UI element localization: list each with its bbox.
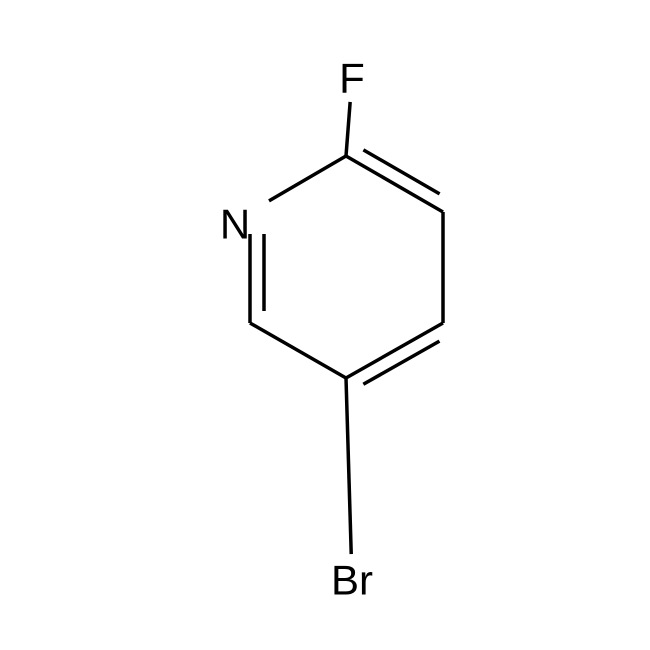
substituent-bond-br bbox=[346, 378, 351, 554]
ring-bond-3 bbox=[346, 323, 443, 378]
atom-label-n: N bbox=[220, 201, 250, 248]
ring-bond-5 bbox=[346, 156, 443, 212]
atom-label-f: F bbox=[339, 55, 365, 102]
substituent-bond-f bbox=[346, 102, 350, 156]
ring-bond-0 bbox=[269, 156, 346, 201]
ring-bond-2 bbox=[250, 323, 346, 378]
atom-label-br: Br bbox=[331, 557, 373, 604]
